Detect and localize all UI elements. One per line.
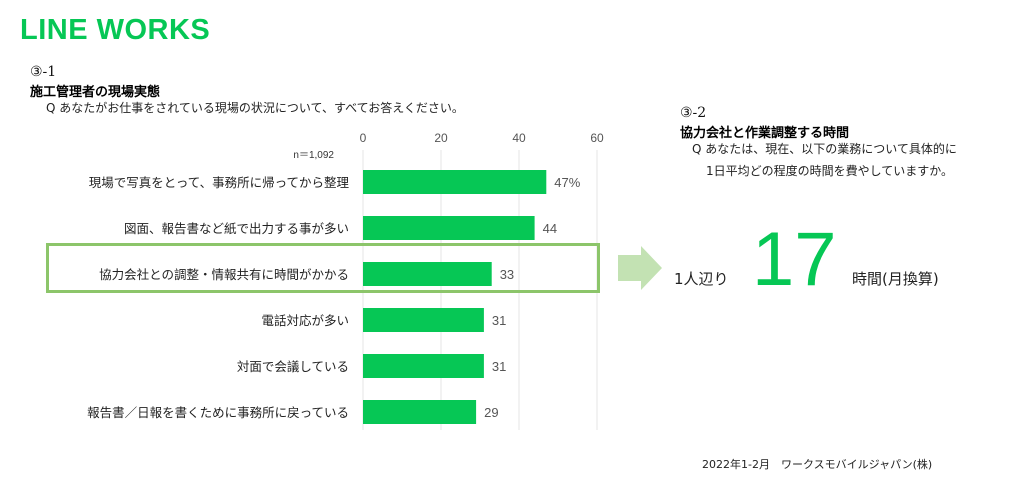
value-label: 47%	[554, 175, 580, 190]
x-tick-label: 40	[512, 131, 526, 145]
left-question: Q あなたがお仕事をされている現場の状況について、すべてお答えください。	[46, 101, 464, 115]
value-label: 31	[492, 359, 506, 374]
bar	[363, 308, 484, 332]
category-label: 電話対応が多い	[261, 313, 349, 328]
bar	[363, 170, 547, 194]
hours-unit-label: 時間(月換算)	[852, 270, 939, 288]
bar	[363, 354, 484, 378]
category-label: 協力会社との調整・情報共有に時間がかかる	[99, 267, 349, 282]
right-section-number: ③-2	[680, 105, 707, 121]
sample-size-label: n＝1,092	[293, 150, 334, 161]
highlight-box	[46, 243, 600, 293]
left-section-number: ③-1	[30, 64, 57, 80]
bar	[363, 216, 535, 240]
bar	[363, 262, 492, 286]
line-works-logo: LINE WORKS	[20, 14, 211, 46]
per-person-label: 1人辺り	[674, 270, 729, 288]
x-tick-label: 60	[590, 131, 604, 145]
left-section-title: 施工管理者の現場実態	[30, 85, 161, 100]
right-question-line1: Q あなたは、現在、以下の業務について具体的に	[692, 142, 957, 156]
category-label: 報告書／日報を書くために事務所に戻っている	[87, 405, 349, 420]
value-label: 31	[492, 313, 506, 328]
x-tick-label: 20	[434, 131, 448, 145]
category-label: 対面で会議している	[237, 359, 349, 374]
big-hours-value: 17	[752, 217, 837, 302]
right-question-line2: 1日平均どの程度の時間を費やしていますか。	[706, 164, 954, 178]
category-label: 現場で写真をとって、事務所に帰ってから整理	[89, 175, 350, 190]
value-label: 29	[484, 405, 498, 420]
value-label: 33	[500, 267, 514, 282]
bar	[363, 400, 477, 424]
footer-source: 2022年1-2月 ワークスモバイルジャパン(株)	[702, 458, 933, 471]
x-tick-label: 0	[360, 131, 367, 145]
right-section-title: 協力会社と作業調整する時間	[680, 126, 850, 141]
right-arrow-icon	[618, 246, 662, 290]
category-label: 図面、報告書など紙で出力する事が多い	[124, 221, 349, 236]
value-label: 44	[543, 221, 557, 236]
